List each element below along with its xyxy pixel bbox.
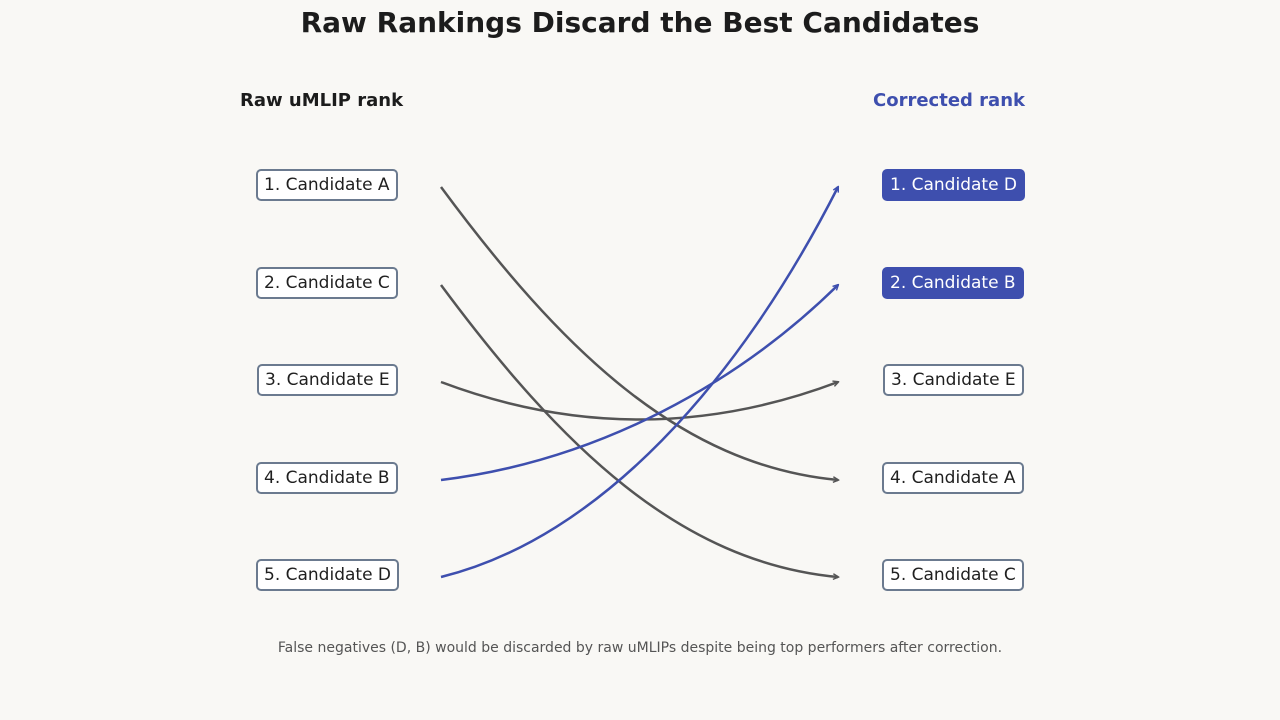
rank-link-2-to-5 — [439, 284, 838, 577]
left-rank-item: 2. Candidate C — [256, 267, 398, 299]
right-rank-item: 3. Candidate E — [883, 364, 1024, 396]
left-rank-item: 1. Candidate A — [256, 169, 398, 201]
right-rank-item: 1. Candidate D — [882, 169, 1026, 201]
corrected-rank-header: Corrected rank — [873, 90, 1025, 111]
right-rank-item: 5. Candidate C — [882, 559, 1024, 591]
left-rank-item: 5. Candidate D — [256, 559, 400, 591]
rank-link-5-to-1 — [440, 187, 840, 579]
rank-link-3-to-3 — [440, 382, 838, 421]
rank-link-4-to-2 — [440, 285, 838, 482]
right-rank-item: 4. Candidate A — [882, 462, 1024, 494]
diagram-title: Raw Rankings Discard the Best Candidates — [300, 6, 980, 39]
caption: False negatives (D, B) would be discarde… — [277, 640, 1003, 656]
right-rank-item: 2. Candidate B — [882, 267, 1024, 299]
left-rank-item: 3. Candidate E — [257, 364, 398, 396]
raw-rank-header: Raw uMLIP rank — [240, 90, 404, 111]
left-rank-item: 4. Candidate B — [256, 462, 398, 494]
rank-link-1-to-4 — [439, 186, 838, 480]
